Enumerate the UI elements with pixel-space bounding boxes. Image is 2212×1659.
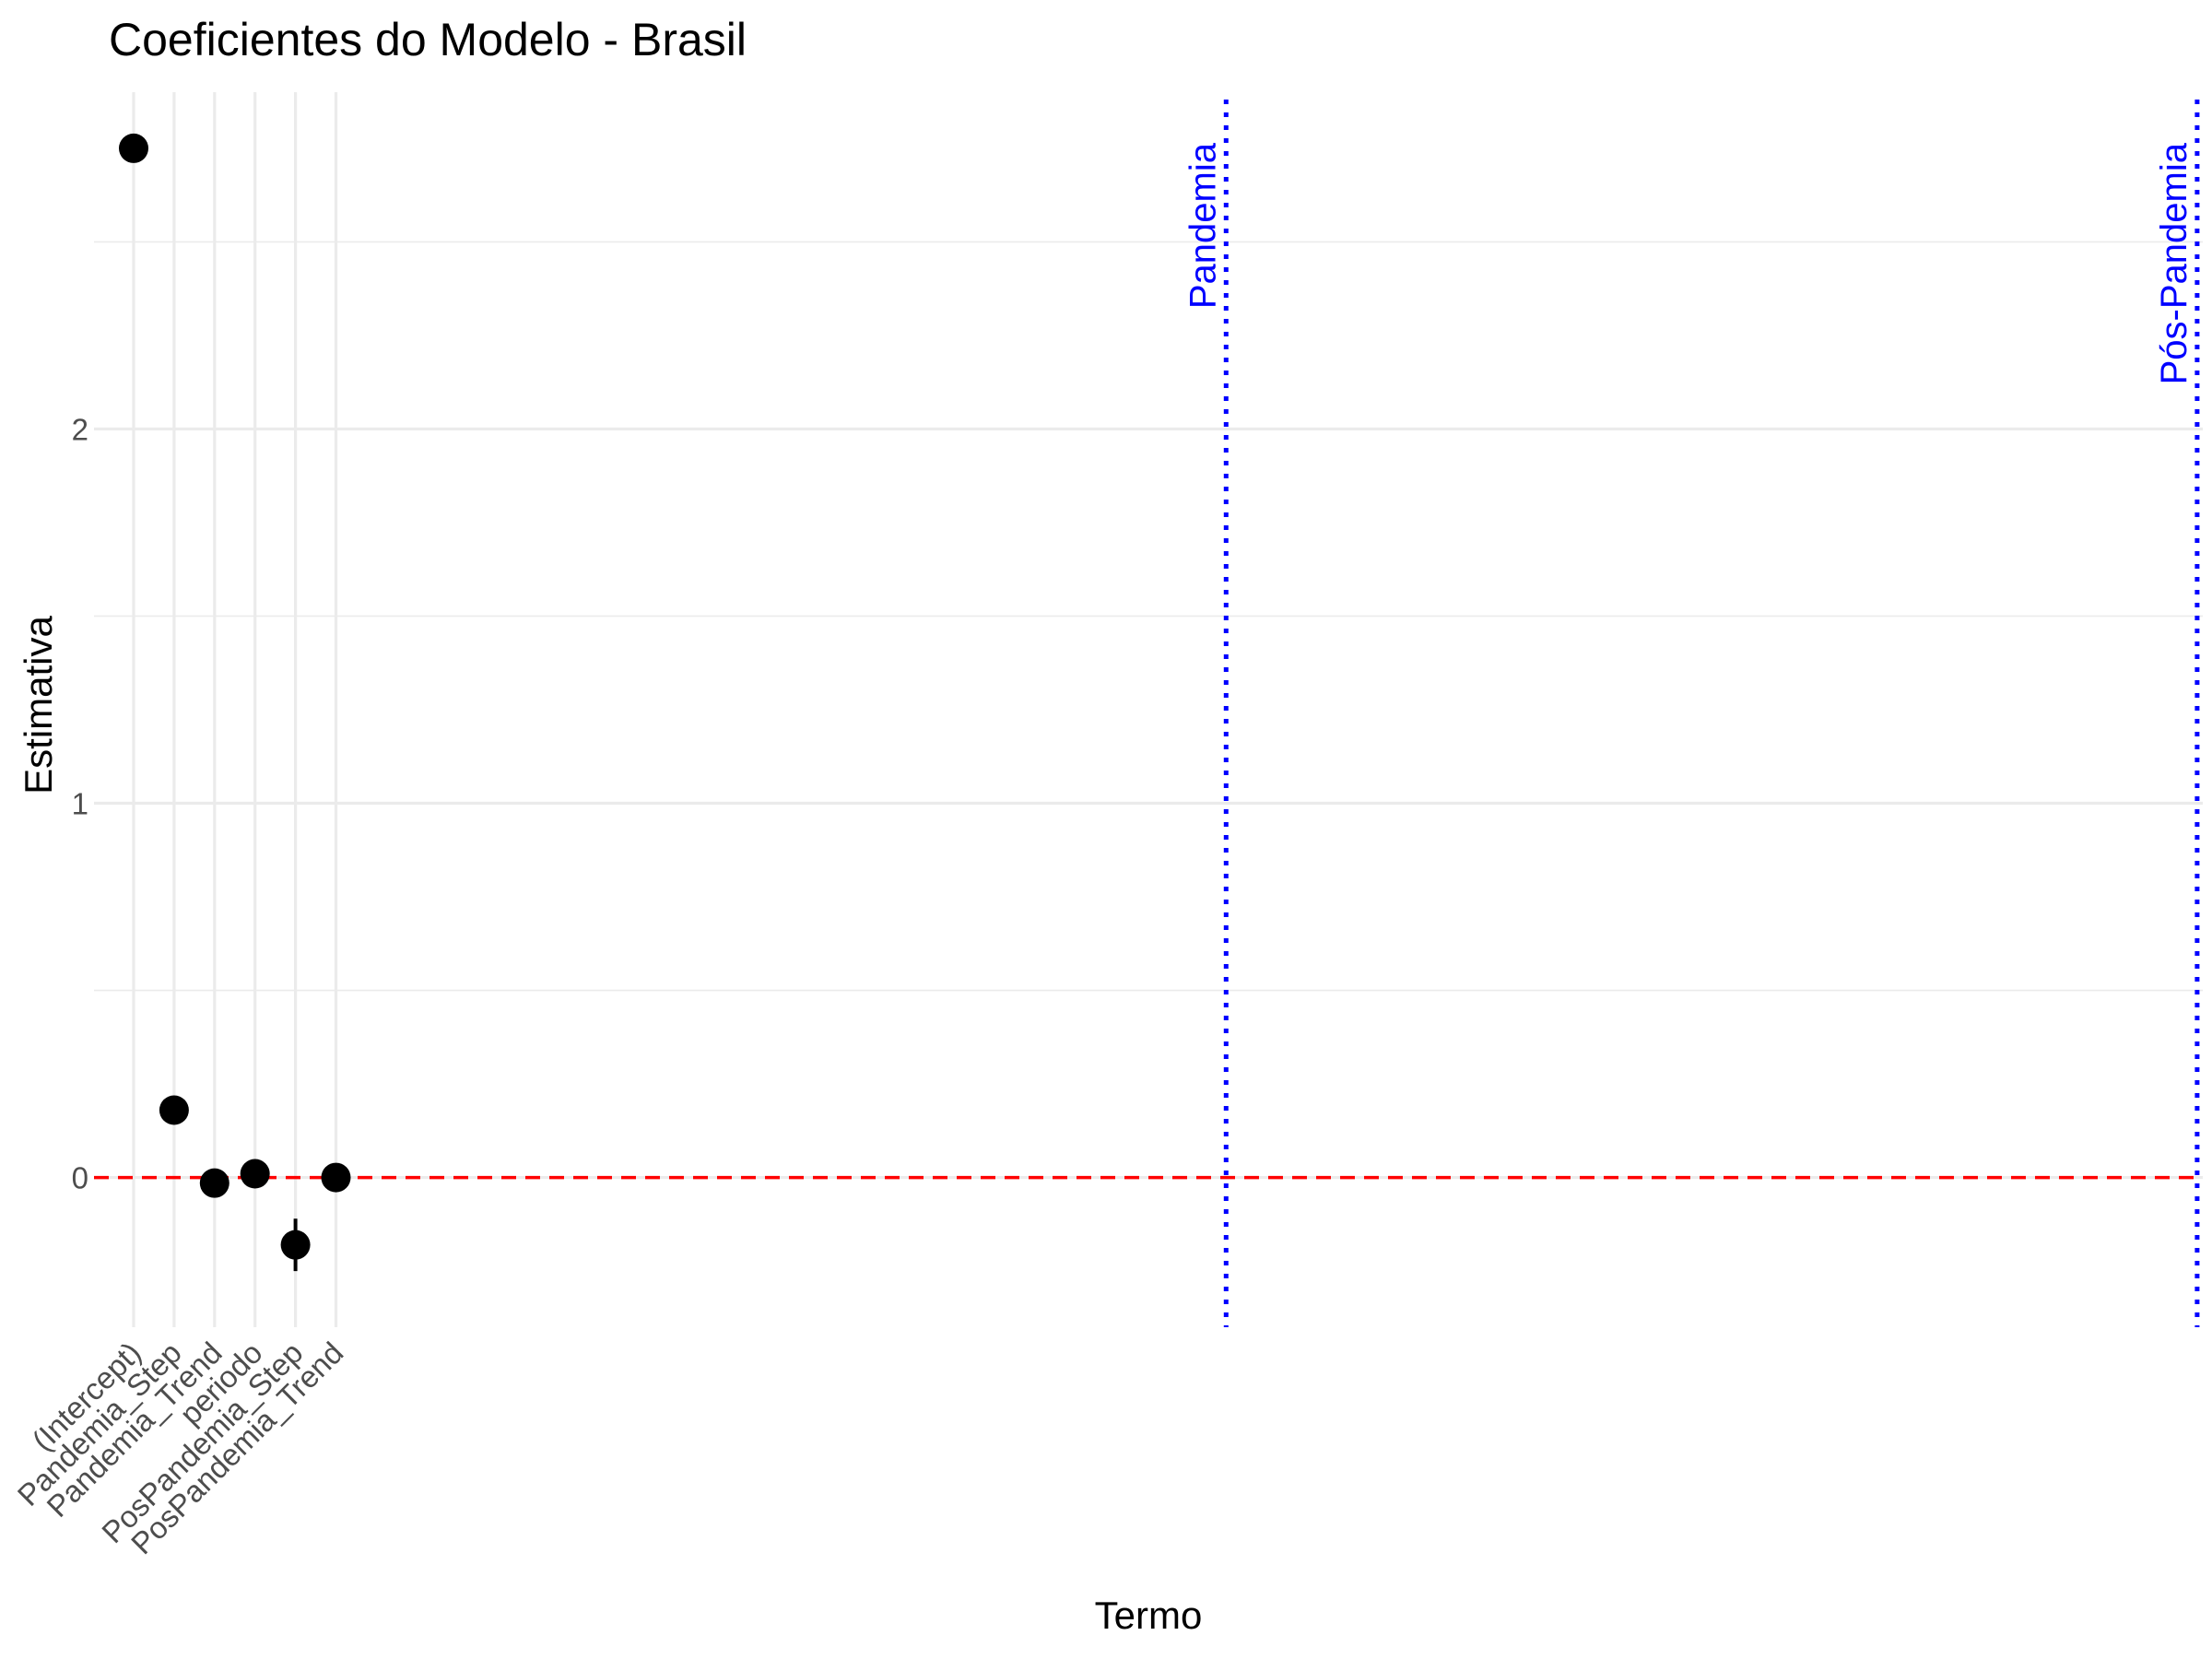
data-point [199,1168,229,1198]
period-divider-label: Pós-Pandemia [2154,142,2194,384]
axis-labels: 012(Intercept)Pandemia_StepPandemia_Tren… [11,412,1203,1637]
data-point [280,1230,311,1260]
y-tick-label: 0 [72,1161,88,1195]
y-tick-label: 2 [72,412,88,446]
chart-title: Coeficientes do Modelo - Brasil [109,14,747,65]
data-points [119,133,351,1272]
data-point [159,1095,189,1125]
y-tick-label: 1 [72,787,88,821]
reference-lines: Pandemia Pós-Pandemia [94,100,2203,1327]
period-divider-label: Pandemia [1182,142,1223,309]
grid-lines [94,92,2203,1327]
x-axis-title: Termo [1095,1594,1203,1637]
data-point [119,133,148,163]
y-axis-title: Estimativa [17,616,60,794]
data-point [240,1159,270,1189]
data-point [321,1162,351,1193]
